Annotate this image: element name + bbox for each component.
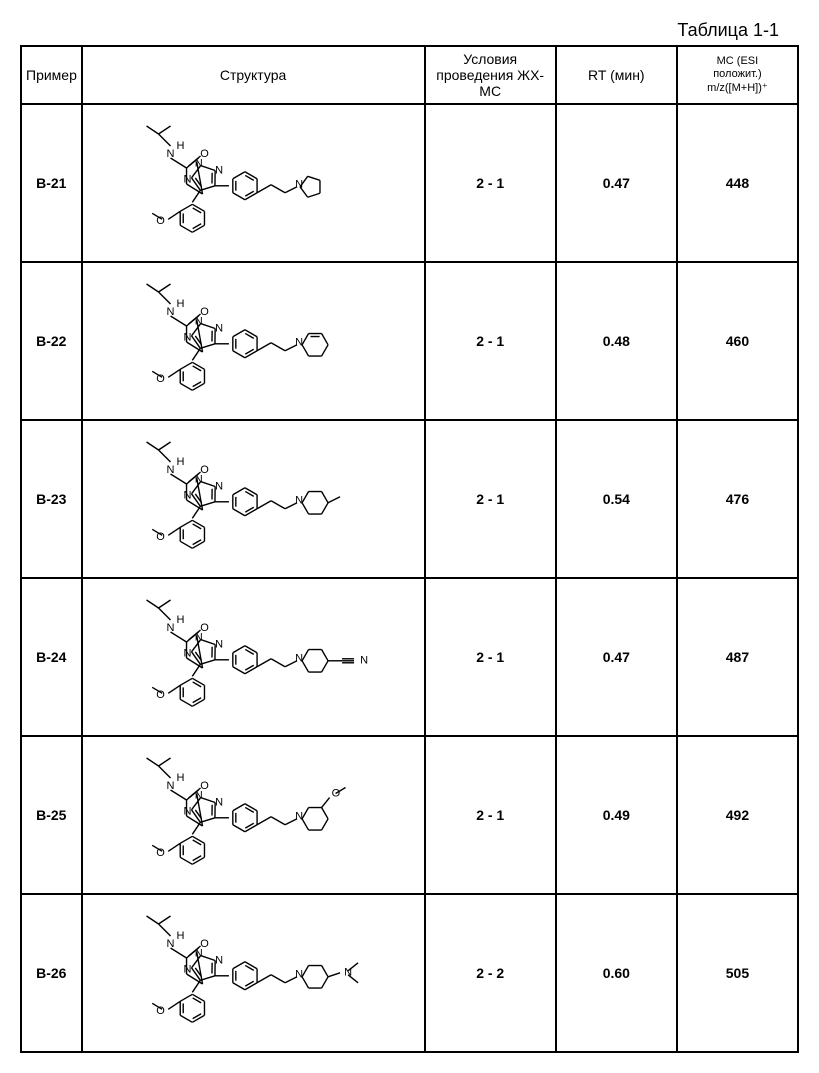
table-caption: Таблица 1-1 [20, 20, 779, 41]
header-example: Пример [21, 46, 82, 104]
structure-cell: HNONNNON [82, 420, 425, 578]
conditions-cell: 2 - 1 [425, 104, 556, 262]
table-row: B-24 HNONNNONN 2 - 1 0.47 487 [21, 578, 798, 736]
svg-text:N: N [194, 789, 202, 801]
svg-text:N: N [194, 631, 202, 643]
structure-cell: HNONNNON [82, 262, 425, 420]
example-id: B-21 [21, 104, 82, 262]
svg-text:N: N [360, 654, 368, 666]
svg-text:N: N [194, 947, 202, 959]
mz-cell: 448 [677, 104, 798, 262]
structure-svg: HNONNNONN [87, 586, 420, 726]
table-row: B-26 HNONNNONN 2 - 2 0.60 505 [21, 894, 798, 1052]
svg-text:N: N [215, 480, 223, 492]
structure-svg: HNONNNONO [87, 744, 420, 884]
structure-cell: HNONNNONO [82, 736, 425, 894]
svg-text:N: N [183, 489, 191, 501]
svg-text:N: N [215, 322, 223, 334]
table-row: B-21 HNONNNON 2 - 1 0.47 448 [21, 104, 798, 262]
svg-text:N: N [183, 173, 191, 185]
structure-svg: HNONNNONN [87, 902, 420, 1042]
header-row: Пример Структура Условия проведения ЖХ-М… [21, 46, 798, 104]
svg-text:N: N [295, 336, 303, 348]
table-row: B-23 HNONNNON 2 - 1 0.54 476 [21, 420, 798, 578]
structure-cell: HNONNNON [82, 104, 425, 262]
svg-text:N: N [295, 968, 303, 980]
svg-text:N: N [194, 473, 202, 485]
mz-cell: 505 [677, 894, 798, 1052]
svg-text:N: N [183, 963, 191, 975]
rt-cell: 0.54 [556, 420, 677, 578]
mz-cell: 460 [677, 262, 798, 420]
example-id: B-23 [21, 420, 82, 578]
table-row: B-25 HNONNNONO 2 - 1 0.49 492 [21, 736, 798, 894]
conditions-cell: 2 - 1 [425, 736, 556, 894]
conditions-cell: 2 - 1 [425, 262, 556, 420]
conditions-cell: 2 - 2 [425, 894, 556, 1052]
svg-text:N: N [183, 647, 191, 659]
conditions-cell: 2 - 1 [425, 420, 556, 578]
svg-text:N: N [183, 805, 191, 817]
structure-cell: HNONNNONN [82, 578, 425, 736]
header-conditions: Условия проведения ЖХ-МС [425, 46, 556, 104]
svg-text:N: N [215, 164, 223, 176]
data-table: Пример Структура Условия проведения ЖХ-М… [20, 45, 799, 1053]
svg-text:N: N [183, 331, 191, 343]
header-mz-l2: положит.) [713, 68, 761, 80]
mz-cell: 476 [677, 420, 798, 578]
example-id: B-22 [21, 262, 82, 420]
structure-svg: HNONNNON [87, 112, 420, 252]
svg-text:N: N [215, 954, 223, 966]
structure-cell: HNONNNONN [82, 894, 425, 1052]
structure-svg: HNONNNON [87, 428, 420, 568]
rt-cell: 0.47 [556, 104, 677, 262]
svg-text:H: H [176, 613, 184, 625]
svg-text:H: H [176, 771, 184, 783]
conditions-cell: 2 - 1 [425, 578, 556, 736]
rt-cell: 0.48 [556, 262, 677, 420]
svg-text:H: H [176, 139, 184, 151]
header-mz: МС (ESI положит.) m/z([M+H])⁺ [677, 46, 798, 104]
example-id: B-25 [21, 736, 82, 894]
example-id: B-24 [21, 578, 82, 736]
header-mz-l1: МС (ESI [717, 55, 759, 67]
example-id: B-26 [21, 894, 82, 1052]
header-structure: Структура [82, 46, 425, 104]
svg-text:N: N [295, 810, 303, 822]
svg-text:H: H [176, 455, 184, 467]
rt-cell: 0.47 [556, 578, 677, 736]
rt-cell: 0.60 [556, 894, 677, 1052]
table-row: B-22 HNONNNON 2 - 1 0.48 460 [21, 262, 798, 420]
svg-text:N: N [194, 157, 202, 169]
rt-cell: 0.49 [556, 736, 677, 894]
svg-text:H: H [176, 929, 184, 941]
svg-text:N: N [295, 652, 303, 664]
svg-text:N: N [215, 638, 223, 650]
header-mz-l3: m/z([M+H])⁺ [707, 82, 768, 94]
svg-text:H: H [176, 297, 184, 309]
mz-cell: 492 [677, 736, 798, 894]
structure-svg: HNONNNON [87, 270, 420, 410]
svg-text:N: N [194, 315, 202, 327]
svg-text:N: N [215, 796, 223, 808]
header-rt: RT (мин) [556, 46, 677, 104]
svg-text:N: N [295, 494, 303, 506]
mz-cell: 487 [677, 578, 798, 736]
